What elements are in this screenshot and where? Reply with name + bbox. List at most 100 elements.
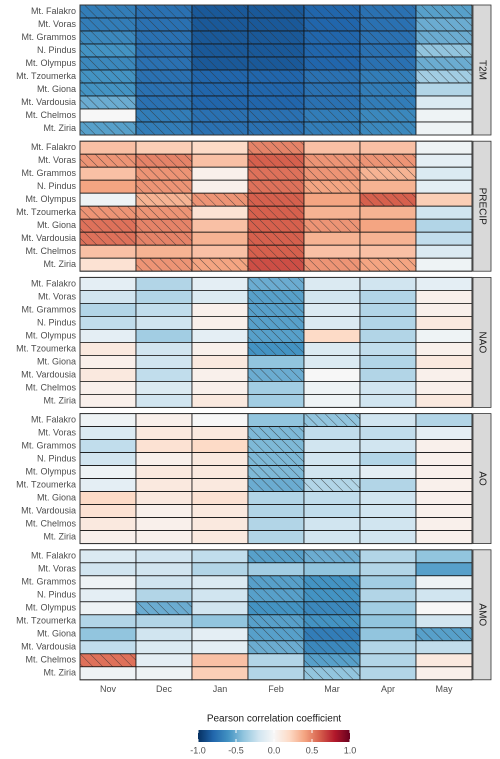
hatch <box>304 413 360 427</box>
y-tick-label: Mt. Vardousia <box>21 505 76 515</box>
hatch <box>416 627 472 641</box>
heatmap-cell <box>303 205 361 220</box>
heatmap-cell <box>415 439 473 454</box>
heatmap-cell <box>303 315 361 330</box>
heatmap-cell <box>79 367 137 382</box>
hatch <box>80 18 136 31</box>
y-tick-label: Mt. Tzoumerka <box>16 343 76 353</box>
heatmap-cell <box>135 562 193 577</box>
heatmap-cell <box>135 276 193 291</box>
heatmap-cell <box>79 588 137 603</box>
y-tick-label: Mt. Vardousia <box>21 642 76 652</box>
y-tick-label: Mt. Falakro <box>31 6 76 16</box>
heatmap-cell <box>191 231 249 246</box>
heatmap-cell <box>415 315 473 330</box>
heatmap-cell <box>135 341 193 356</box>
heatmap-cell <box>303 504 361 519</box>
heatmap-cell <box>415 452 473 467</box>
heatmap-cell <box>303 439 361 454</box>
heatmap-cell <box>359 328 417 343</box>
hatch <box>248 640 304 654</box>
hatch <box>192 44 248 57</box>
heatmap-cell <box>359 627 417 642</box>
heatmap-cell <box>359 367 417 382</box>
y-tick-label: Mt. Ziria <box>44 259 77 269</box>
heatmap-cell <box>135 426 193 441</box>
heatmap-cell <box>135 504 193 519</box>
heatmap-cell <box>135 614 193 629</box>
heatmap-cell <box>359 575 417 590</box>
hatch <box>136 258 192 272</box>
heatmap-cell <box>303 140 361 155</box>
hatch <box>248 44 304 57</box>
hatch <box>304 44 360 57</box>
panel-border <box>79 140 473 272</box>
hatch <box>360 44 416 57</box>
hatch <box>80 44 136 57</box>
y-tick-label: Mt. Grammos <box>21 577 76 587</box>
heatmap-cell <box>247 504 305 519</box>
hatch <box>360 109 416 122</box>
panel-border <box>79 549 473 681</box>
heatmap-cell <box>415 380 473 395</box>
heatmap-cell <box>191 413 249 428</box>
x-tick-label: Mar <box>324 684 340 694</box>
hatch <box>304 258 360 272</box>
heatmap-cell <box>191 244 249 259</box>
heatmap-cell <box>303 491 361 506</box>
heatmap-cell <box>191 315 249 330</box>
hatch <box>304 601 360 615</box>
heatmap-cell <box>135 289 193 304</box>
hatch <box>360 122 416 135</box>
heatmap-cell <box>303 465 361 480</box>
y-tick-label: Mt. Vardousia <box>21 97 76 107</box>
y-tick-label: Mt. Olympus <box>25 603 76 613</box>
facet-strip <box>472 4 492 136</box>
hatch <box>248 614 304 628</box>
hatch <box>360 167 416 181</box>
x-tick-label: May <box>435 684 453 694</box>
hatch <box>360 154 416 168</box>
heatmap-cell <box>359 530 417 544</box>
y-tick-label: Mt. Voras <box>38 427 77 437</box>
heatmap-cell <box>191 140 249 155</box>
heatmap-cell <box>247 562 305 577</box>
y-tick-label: Mt. Giona <box>37 629 76 639</box>
hatch <box>136 206 192 220</box>
heatmap-cell <box>191 328 249 343</box>
facet-label: PRECIP <box>476 188 487 226</box>
hatch <box>136 18 192 31</box>
hatch <box>304 83 360 96</box>
y-tick-label: Mt. Voras <box>38 19 77 29</box>
hatch <box>80 70 136 83</box>
hatch <box>304 96 360 109</box>
heatmap-cell <box>79 341 137 356</box>
y-tick-label: Mt. Tzoumerka <box>16 207 76 217</box>
heatmap-cell <box>135 140 193 155</box>
heatmap-cell <box>359 354 417 369</box>
hatch <box>304 627 360 641</box>
heatmap-cell <box>415 530 473 544</box>
heatmap-cell <box>359 614 417 629</box>
hatch <box>248 245 304 259</box>
heatmap-cell <box>359 478 417 493</box>
heatmap-cell <box>135 666 193 681</box>
y-tick-label: Mt. Tzoumerka <box>16 71 76 81</box>
heatmap-cell <box>359 276 417 291</box>
heatmap-cell <box>79 140 137 155</box>
heatmap-cell <box>303 426 361 441</box>
heatmap-cell <box>135 530 193 544</box>
hatch <box>360 193 416 207</box>
hatch <box>192 70 248 83</box>
hatch <box>136 232 192 246</box>
hatch <box>416 18 472 31</box>
heatmap-cell <box>359 640 417 655</box>
hatch <box>304 167 360 181</box>
y-tick-label: Mt. Ziria <box>44 123 77 133</box>
hatch <box>248 277 304 291</box>
hatch <box>192 5 248 18</box>
hatch <box>136 154 192 168</box>
heatmap-cell <box>79 549 137 564</box>
heatmap-cell <box>359 218 417 233</box>
hatch <box>360 96 416 109</box>
